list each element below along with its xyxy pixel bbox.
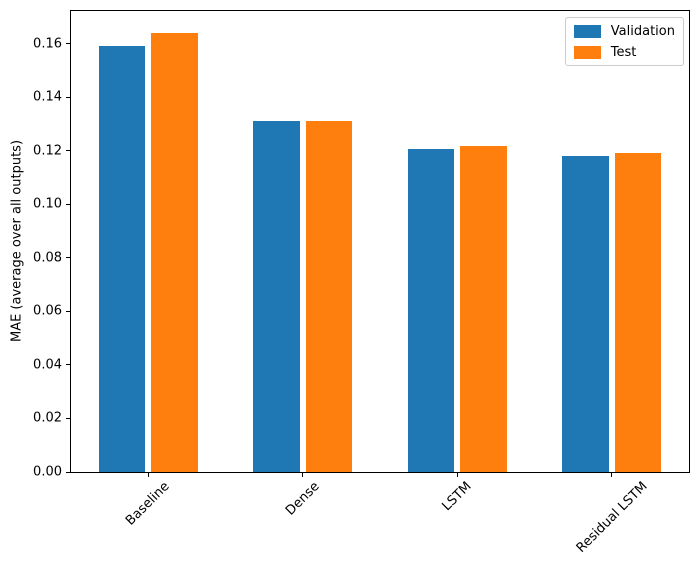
legend: Validation Test xyxy=(564,17,684,66)
y-tick-label-0.04: 0.04 xyxy=(33,357,62,373)
bar-validation-dense xyxy=(253,120,300,472)
x-tick-label-baseline: Baseline xyxy=(123,479,173,529)
bar-test-residual-lstm xyxy=(614,152,662,472)
legend-swatch-validation-icon xyxy=(573,24,601,38)
bar-test-dense xyxy=(305,121,353,472)
y-tick-mark-0.12 xyxy=(66,150,70,152)
x-tick-label-residual-lstm: Residual LSTM xyxy=(573,479,651,556)
y-tick-mark-0.02 xyxy=(66,417,70,419)
x-tick-label-lstm: LSTM xyxy=(439,479,475,515)
bar-test-baseline xyxy=(151,32,198,472)
y-tick-mark-0.08 xyxy=(66,257,70,259)
legend-swatch-test-icon xyxy=(573,45,601,59)
y-axis-title: MAE (average over all outputs) xyxy=(9,139,25,343)
y-tick-label-0.08: 0.08 xyxy=(33,250,62,266)
x-tick-mark-lstm xyxy=(456,473,458,477)
legend-label-test: Test xyxy=(610,44,637,60)
bar-validation-baseline xyxy=(98,46,146,472)
legend-label-validation: Validation xyxy=(610,23,675,39)
y-tick-mark-0.10 xyxy=(66,203,70,205)
x-tick-mark-residual-lstm xyxy=(611,473,613,477)
x-axis-labels: Baseline Dense LSTM Residual LSTM xyxy=(71,473,689,571)
y-tick-label-0.02: 0.02 xyxy=(33,410,62,426)
bar-validation-residual-lstm xyxy=(562,155,609,472)
x-tick-label-dense: Dense xyxy=(282,479,323,519)
bar-test-lstm xyxy=(460,145,507,472)
y-tick-label-0.10: 0.10 xyxy=(33,196,62,212)
legend-item-validation: Validation xyxy=(573,23,675,39)
y-tick-mark-0.14 xyxy=(66,96,70,98)
y-tick-mark-0.06 xyxy=(66,310,70,312)
y-tick-label-0.00: 0.00 xyxy=(33,464,62,480)
x-tick-mark-baseline xyxy=(147,473,149,477)
x-tick-mark-dense xyxy=(302,473,304,477)
y-tick-mark-0.00 xyxy=(66,471,70,473)
y-tick-label-0.16: 0.16 xyxy=(33,36,62,52)
y-tick-label-0.06: 0.06 xyxy=(33,303,62,319)
y-tick-mark-0.04 xyxy=(66,364,70,366)
y-tick-label-0.12: 0.12 xyxy=(33,143,62,159)
y-tick-label-0.14: 0.14 xyxy=(33,89,62,105)
legend-item-test: Test xyxy=(573,44,675,60)
bar-validation-lstm xyxy=(407,149,455,472)
y-tick-mark-0.16 xyxy=(66,43,70,45)
plot-area: Validation Test 0.00 0.02 0.04 0.06 0.08 0.10… xyxy=(33,10,690,480)
